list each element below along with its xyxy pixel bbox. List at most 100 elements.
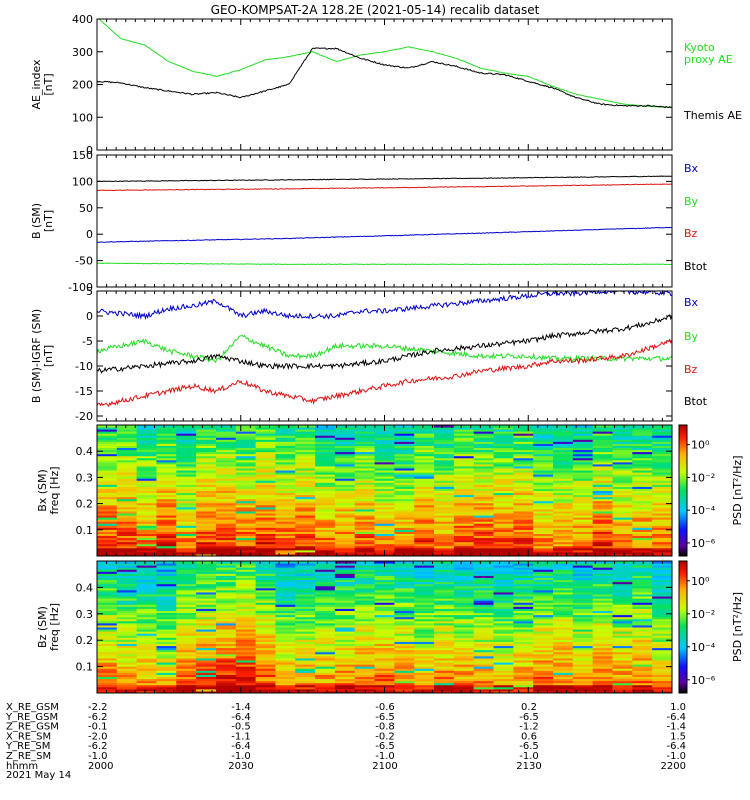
spectrogram-cell <box>493 437 514 440</box>
spectrogram-cell <box>374 633 395 636</box>
spectrogram-cell <box>632 577 653 581</box>
y-tick-label: 0.1 <box>76 524 94 537</box>
spectrogram-cell <box>354 429 376 432</box>
spectrogram-cell <box>354 670 376 673</box>
spectrogram-cell <box>632 543 653 547</box>
spectrogram-cell <box>97 425 118 428</box>
spectrogram-cell <box>453 506 475 510</box>
spectrogram-cell <box>553 500 574 504</box>
spectrogram-cell <box>414 645 435 649</box>
spectrogram-cell <box>235 690 257 694</box>
spectrogram-cell <box>513 635 534 638</box>
spectrogram-cell <box>414 470 435 473</box>
spectrogram-cell <box>255 525 276 528</box>
spectrogram-cell <box>196 643 217 647</box>
spectrogram-cell <box>513 577 534 581</box>
spectrogram-cell <box>116 641 138 644</box>
spectrogram-cell <box>156 500 177 504</box>
spectrogram-cell <box>453 678 475 682</box>
spectrogram-cell <box>176 461 197 465</box>
spectrogram-cell <box>553 551 574 555</box>
spectrogram-cell <box>553 577 574 581</box>
spectrogram-cell <box>513 429 534 432</box>
spectrogram-cell <box>493 624 514 628</box>
spectrogram-cell <box>235 682 257 686</box>
spectrogram-cell <box>215 608 237 611</box>
spectrogram-cell <box>374 635 395 638</box>
spectrogram-cell <box>493 549 514 553</box>
spectrogram-cell <box>453 541 475 545</box>
spectrogram-cell <box>572 541 594 545</box>
spectrogram-cell <box>652 498 673 502</box>
spectrogram-cell <box>176 547 197 551</box>
spectrogram-cell <box>592 535 614 539</box>
spectrogram-cell <box>97 461 118 465</box>
spectrogram-cell <box>394 531 415 534</box>
spectrogram-cell <box>334 604 356 607</box>
spectrogram-cell <box>553 457 574 461</box>
spectrogram-cell <box>315 666 336 669</box>
spectrogram-cell <box>434 670 455 673</box>
spectrogram-cell <box>136 551 157 555</box>
spectrogram-cell <box>156 474 177 477</box>
spectrogram-cell <box>434 551 455 555</box>
spectrogram-cell <box>156 618 177 622</box>
spectrogram-cell <box>215 643 237 647</box>
spectrogram-cell <box>612 515 633 518</box>
spectrogram-cell <box>414 490 435 494</box>
spectrogram-cell <box>255 537 276 541</box>
spectrogram-cell <box>116 539 138 543</box>
spectrogram-cell <box>592 521 614 524</box>
spectrogram-cell <box>374 504 395 508</box>
spectrogram-cell <box>156 427 177 430</box>
spectrogram-cell <box>215 490 237 494</box>
spectrogram-cell <box>612 614 633 618</box>
spectrogram-cell <box>334 569 356 572</box>
footer-value: -1.0 <box>231 751 251 762</box>
spectrogram-cell <box>572 643 594 647</box>
spectrogram-cell <box>453 461 475 465</box>
spectrogram-cell <box>632 463 653 467</box>
spectrogram-cell <box>97 573 118 576</box>
spectrogram-cell <box>434 510 455 514</box>
spectrogram-cell <box>215 453 237 457</box>
spectrogram-cell <box>97 655 118 659</box>
spectrogram-cell <box>453 439 475 442</box>
spectrogram-cell <box>533 480 554 483</box>
spectrogram-cell <box>434 488 455 491</box>
spectrogram-cell <box>434 425 455 428</box>
spectrogram-cell <box>473 523 495 526</box>
spectrogram-cell <box>513 474 534 477</box>
spectrogram-cell <box>434 461 455 465</box>
footer-value: -0.2 <box>375 731 395 742</box>
spectrogram-cell <box>513 515 534 518</box>
spectrogram-cell <box>632 569 653 572</box>
spectrogram-cell <box>374 463 395 467</box>
spectrogram-cell <box>215 657 237 661</box>
spectrogram-cell <box>513 647 534 651</box>
spectrogram-cell <box>275 521 296 524</box>
spectrogram-cell <box>493 480 514 483</box>
spectrogram-cell <box>632 575 653 578</box>
spectrogram-cell <box>275 614 296 618</box>
spectrogram-cell <box>513 672 534 675</box>
spectrogram-cell <box>612 521 633 524</box>
spectrogram-cell <box>374 515 395 518</box>
spectrogram-cell <box>295 543 316 547</box>
spectrogram-cell <box>592 567 614 570</box>
spectrogram-cell <box>493 688 514 692</box>
spectrogram-cell <box>434 490 455 494</box>
spectrogram-cell <box>334 455 356 459</box>
spectrogram-cell <box>394 467 415 471</box>
spectrogram-cell <box>572 567 594 570</box>
spectrogram-cell <box>136 490 157 494</box>
spectrogram-cell <box>315 660 336 663</box>
spectrogram-cell <box>493 492 514 496</box>
spectrogram-cell <box>572 437 594 440</box>
spectrogram-cell <box>196 674 217 677</box>
spectrogram-cell <box>334 457 356 461</box>
spectrogram-cell <box>592 620 614 624</box>
spectrogram-cell <box>176 441 197 444</box>
spectrogram-cell <box>215 529 237 532</box>
spectrogram-cell <box>592 686 614 690</box>
